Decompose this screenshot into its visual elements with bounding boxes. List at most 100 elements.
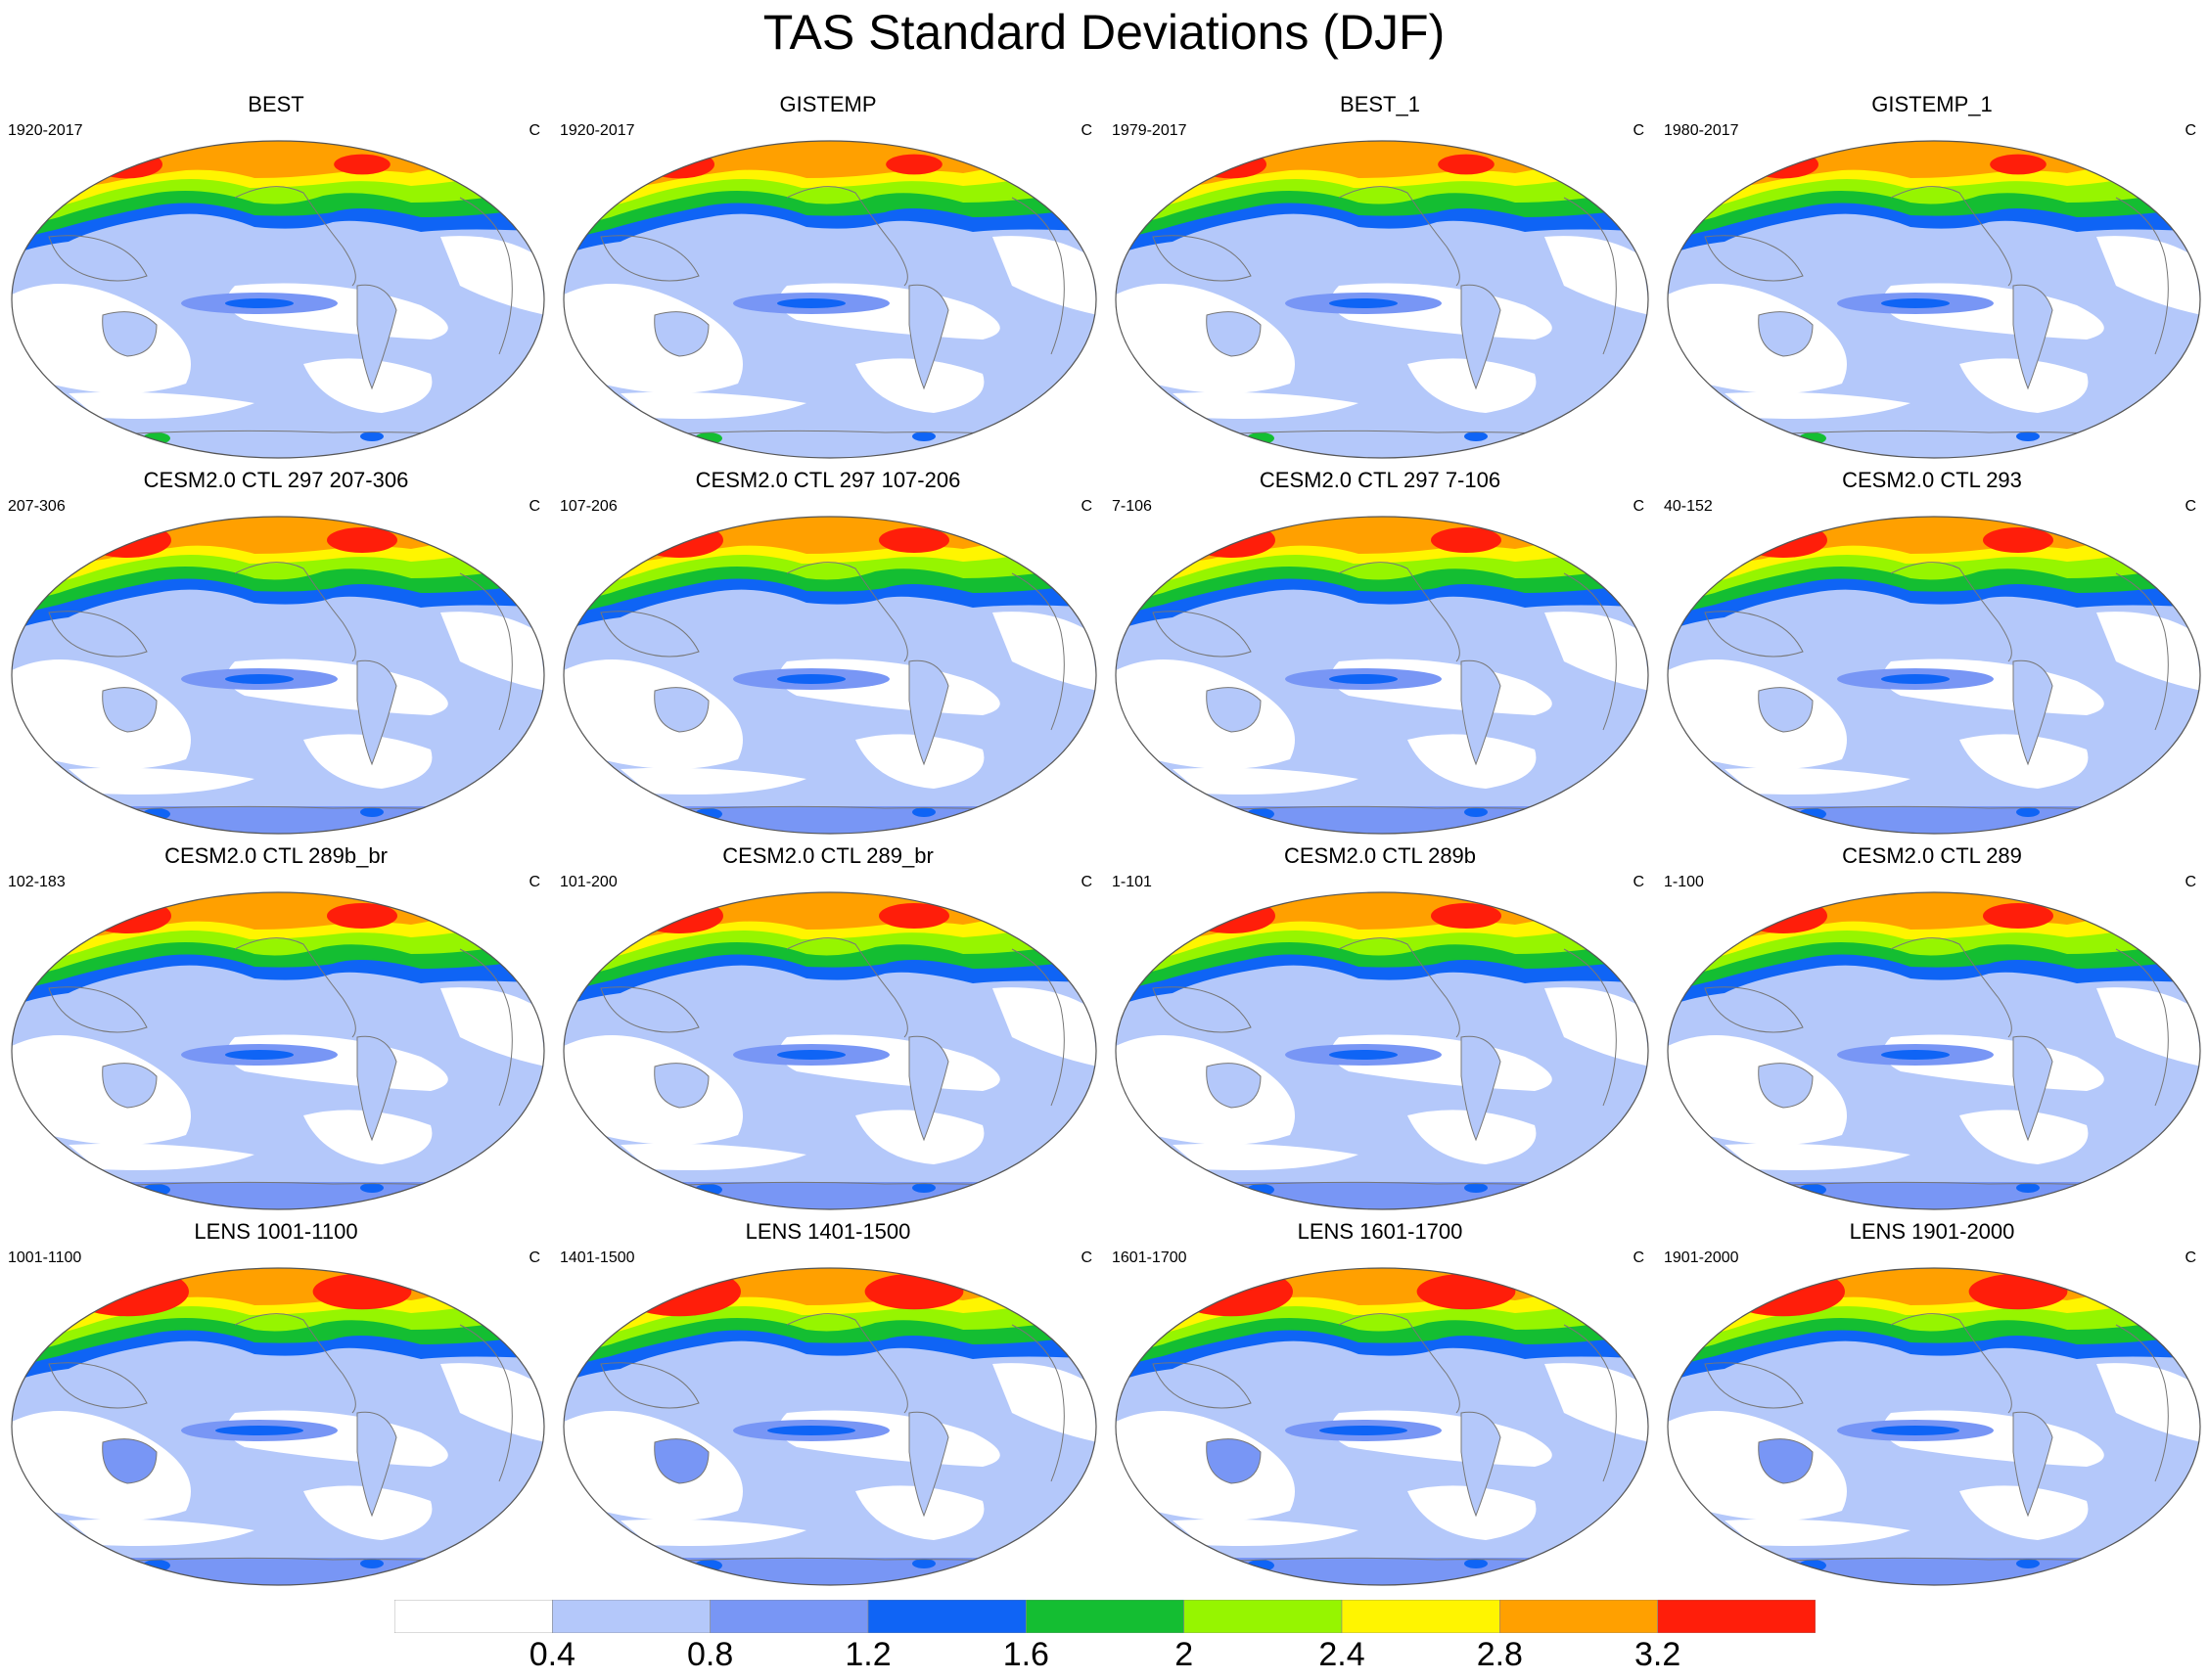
low-variance-region: [2096, 1363, 2200, 1442]
colorbar-swatch: [867, 1600, 1027, 1633]
low-variance-region: [1407, 1110, 1537, 1164]
antarctic-spot: [1464, 431, 1488, 441]
low-variance-region: [2096, 987, 2200, 1067]
tropical-pacific-core: [1329, 674, 1398, 684]
antarctic-spot: [143, 808, 170, 820]
antarctic-spot: [912, 1183, 936, 1193]
south-america: [908, 1411, 949, 1518]
low-variance-region: [855, 1485, 985, 1540]
figure-title: TAS Standard Deviations (DJF): [762, 5, 1446, 60]
panel-units: C: [2185, 498, 2196, 515]
antarctic-belt: [1668, 806, 2200, 834]
antarctic-spot: [912, 431, 936, 441]
map-panel: CESM2.0 CTL 293 40-152 C: [1656, 466, 2208, 847]
siberia-hotspot: [1187, 522, 1275, 558]
north-america-coastline: [234, 562, 356, 662]
map-panel: BEST 1920-2017 C: [0, 90, 552, 472]
low-variance-region: [1407, 734, 1537, 789]
north-america-hotspot: [1431, 527, 1501, 553]
tropical-pacific-core: [225, 298, 294, 308]
panel-units: C: [1633, 122, 1644, 139]
panel-units: C: [2185, 1249, 2196, 1266]
map-panel: GISTEMP_1 1980-2017 C: [1656, 90, 2208, 472]
panel-units: C: [1081, 1249, 1092, 1266]
low-variance-region: [1173, 391, 1358, 419]
low-variance-region: [1725, 1143, 1910, 1170]
australia: [654, 1438, 710, 1484]
europe-africa-coastline: [2115, 572, 2169, 731]
low-variance-region: [12, 1411, 191, 1521]
europe-africa-coastline: [1011, 197, 1065, 355]
map-border: [11, 1267, 545, 1586]
panel-period: 1-101: [1112, 874, 1152, 890]
map-border: [1115, 516, 1649, 835]
panel-units: C: [2185, 874, 2196, 890]
low-variance-region: [564, 1035, 743, 1145]
north-america-coastline: [1338, 562, 1460, 662]
north-america-hotspot: [1438, 154, 1495, 175]
north-america-coastline: [1890, 1313, 2012, 1414]
panel-map: [563, 1267, 1097, 1586]
north-america-coastline: [1338, 937, 1460, 1038]
australia: [1758, 311, 1814, 357]
panel-title: LENS 1901-2000: [1849, 1219, 2015, 1244]
siberia-hotspot: [635, 522, 723, 558]
colorbar-swatch: [1657, 1600, 1816, 1633]
north-america-coastline: [1890, 562, 2012, 662]
tropical-pacific-core: [1329, 1050, 1398, 1060]
siberia-hotspot: [66, 1268, 189, 1317]
colorbar-swatch: [1341, 1600, 1500, 1633]
south-america: [1460, 1411, 1501, 1518]
low-variance-region: [1173, 1519, 1358, 1546]
north-america-hotspot: [1431, 903, 1501, 929]
low-variance-region: [1668, 659, 1847, 769]
australia: [102, 687, 158, 733]
panel-period: 1979-2017: [1112, 122, 1187, 139]
europe-africa-coastline: [1563, 197, 1617, 355]
panel-period: 1920-2017: [560, 122, 635, 139]
north-america-hotspot: [864, 1273, 964, 1310]
europe-africa-coastline: [459, 572, 513, 731]
antarctic-spot: [1247, 432, 1274, 444]
panel-title: LENS 1001-1100: [194, 1219, 358, 1244]
north-america-hotspot: [879, 527, 949, 553]
australia: [102, 1063, 158, 1109]
tropical-pacific-core: [777, 1050, 846, 1060]
antarctic-spot: [2016, 807, 2040, 817]
low-variance-region: [303, 358, 433, 413]
north-america-hotspot: [334, 154, 391, 175]
low-variance-region: [2096, 236, 2200, 315]
europe-africa-coastline: [1563, 1324, 1617, 1482]
antarctic-belt: [1116, 806, 1648, 834]
low-variance-region: [1544, 612, 1648, 691]
panel-period: 1401-1500: [560, 1249, 635, 1266]
low-variance-region: [621, 391, 806, 419]
antarctic-spot: [1799, 1560, 1826, 1571]
panel-map: [1115, 516, 1649, 835]
colorbar-tick-label: 0.8: [687, 1636, 734, 1673]
australia: [102, 311, 158, 357]
south-america: [2012, 1411, 2053, 1518]
south-america: [1460, 1035, 1501, 1142]
tropical-pacific-core: [1329, 298, 1398, 308]
low-variance-region: [855, 734, 985, 789]
panel-units: C: [529, 122, 540, 139]
asia-coastline: [1704, 1362, 1804, 1409]
north-america-hotspot: [327, 903, 397, 929]
asia-coastline: [1152, 1362, 1252, 1409]
map-panel: CESM2.0 CTL 289_br 101-200 C: [552, 841, 1104, 1223]
panel-period: 1-100: [1664, 874, 1704, 890]
antarctic-belt: [12, 1558, 544, 1585]
low-variance-region: [992, 236, 1096, 315]
europe-africa-coastline: [2115, 197, 2169, 355]
panel-map: [563, 140, 1097, 459]
low-variance-region: [1668, 284, 1847, 393]
australia: [1758, 687, 1814, 733]
panel-period: 101-200: [560, 874, 618, 890]
panel-map: [1667, 891, 2201, 1210]
colorbar-tick-label: 2.4: [1318, 1636, 1365, 1673]
map-panel: GISTEMP 1920-2017 C: [552, 90, 1104, 472]
panel-map: [11, 516, 545, 835]
south-america: [356, 659, 397, 766]
low-variance-region: [12, 1035, 191, 1145]
